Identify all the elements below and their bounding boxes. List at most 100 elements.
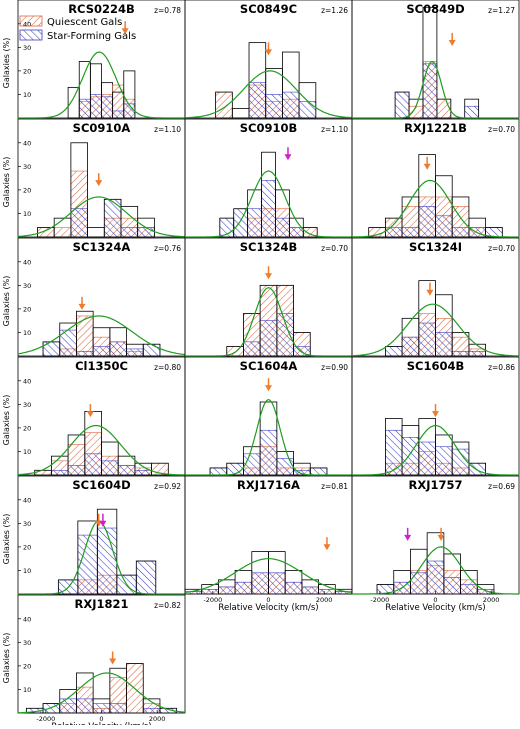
x-tick-label: 0 [433,596,437,604]
panel-title: SC0910A [73,121,131,135]
panel-redshift: z=1.10 [321,125,348,134]
y-tick-label: 10 [23,567,31,575]
velocity-arrow-head [284,154,292,161]
x-tick-label: -2000 [203,596,222,604]
bar-total [231,108,250,119]
bar-starforming [276,458,294,476]
y-tick-label: 10 [23,210,31,218]
bar-total [298,82,317,119]
panel-sc1324i: SC1324I z=0.70 [351,237,520,357]
panel-title: RXJ1716A [237,478,300,492]
bar-total [159,707,178,714]
y-tick-label: 30 [23,639,31,647]
y-tick-label: 20 [23,305,31,313]
bar-starforming [261,180,276,238]
bar-starforming [243,341,261,357]
bar-starforming [401,336,420,357]
bar-starforming [460,584,478,595]
panel-sc0849d: SC0849D z=1.27 [351,0,520,119]
panel-title: SC1604A [240,359,298,373]
bar-starforming [103,199,122,238]
bar-starforming [318,588,336,595]
bar-starforming [78,98,91,119]
bar-starforming [418,206,436,238]
gaussian-fit-line [17,672,186,714]
velocity-arrow-head [448,39,456,46]
y-tick-label: 20 [23,543,31,551]
panel-rxj1821: RXJ1821 z=0.82 10 20 30 40 Galaxies (%) -2000 0 2… [2,594,186,729]
panel-title: RXJ1757 [408,478,462,492]
bar-starforming [76,698,94,714]
y-tick-label: 20 [23,424,31,432]
bar-total [468,462,486,476]
bar-quiescent [436,98,452,119]
gaussian-fit-line [185,170,352,238]
bar-total [215,91,233,119]
bar-starforming [401,437,420,476]
bar-total [276,284,294,357]
x-tick-label: 2000 [316,596,333,604]
panel-redshift: z=0.70 [488,125,515,134]
y-tick-label: 40 [23,496,31,504]
y-tick-label: 20 [23,67,31,75]
bar-starforming [109,341,127,357]
velocity-arrow-head [265,49,272,56]
bar-starforming [422,63,438,119]
y-tick-label: 40 [23,377,31,385]
legend-label-quiescent: Quiescent Gals [47,17,122,28]
bar-starforming [451,350,470,357]
y-tick-label: 30 [23,163,31,171]
y-tick-label: 40 [23,139,31,147]
bar-quiescent [408,105,424,119]
y-tick-label: 20 [23,186,31,194]
y-axis-label: Galaxies (%) [2,38,11,89]
panel-sc1604d: SC1604D z=0.92 10 20 30 40 Galaxies (%) [2,475,186,595]
gaussian-fit-line [185,70,352,119]
bar-starforming [101,460,119,476]
bar-total [302,227,318,238]
bar-starforming [435,332,453,357]
bar-starforming [209,467,228,476]
panel-title: SC1604D [72,478,130,492]
panel-redshift: z=0.70 [321,244,348,253]
bar-starforming [298,101,317,119]
panel-title: SC0849C [240,2,297,16]
bar-starforming [289,227,304,238]
panel-redshift: z=0.70 [488,244,515,253]
bar-starforming [51,469,69,476]
y-tick-label: 40 [23,258,31,266]
y-axis-label: Galaxies (%) [2,633,11,684]
velocity-arrow-head [404,534,412,541]
bar-starforming [276,313,294,357]
panel-title: SC1604B [407,359,465,373]
bar-starforming [451,227,470,238]
gaussian-fit-line [185,398,352,476]
panel-title: RXJ1821 [74,597,128,611]
y-axis-label: Galaxies (%) [2,395,11,446]
bar-starforming [92,346,111,357]
panel-frame [17,594,186,714]
bar-starforming [301,586,319,595]
velocity-arrow-head [437,534,445,541]
bar-starforming [97,527,118,595]
velocity-arrow-head [86,411,94,418]
bar-starforming [468,462,486,476]
panel-title: SC0910B [240,121,298,135]
panel-title: RXJ1221B [404,121,467,135]
bar-starforming [435,446,453,476]
bar-total [67,86,80,119]
x-axis-label: Relative Velocity (km/s) [218,603,318,613]
bar-total [422,6,438,119]
panel-redshift: z=0.80 [154,363,181,372]
panel-sc1324a: SC1324A z=0.76 10 20 30 40 Galaxies (%) [2,237,186,357]
bar-starforming [275,217,290,238]
bar-starforming [401,227,420,238]
bar-starforming [284,581,303,595]
panel-redshift: z=1.27 [488,6,515,15]
velocity-arrow-head [78,303,86,310]
bar-starforming [218,586,236,595]
bar-starforming [42,341,61,357]
